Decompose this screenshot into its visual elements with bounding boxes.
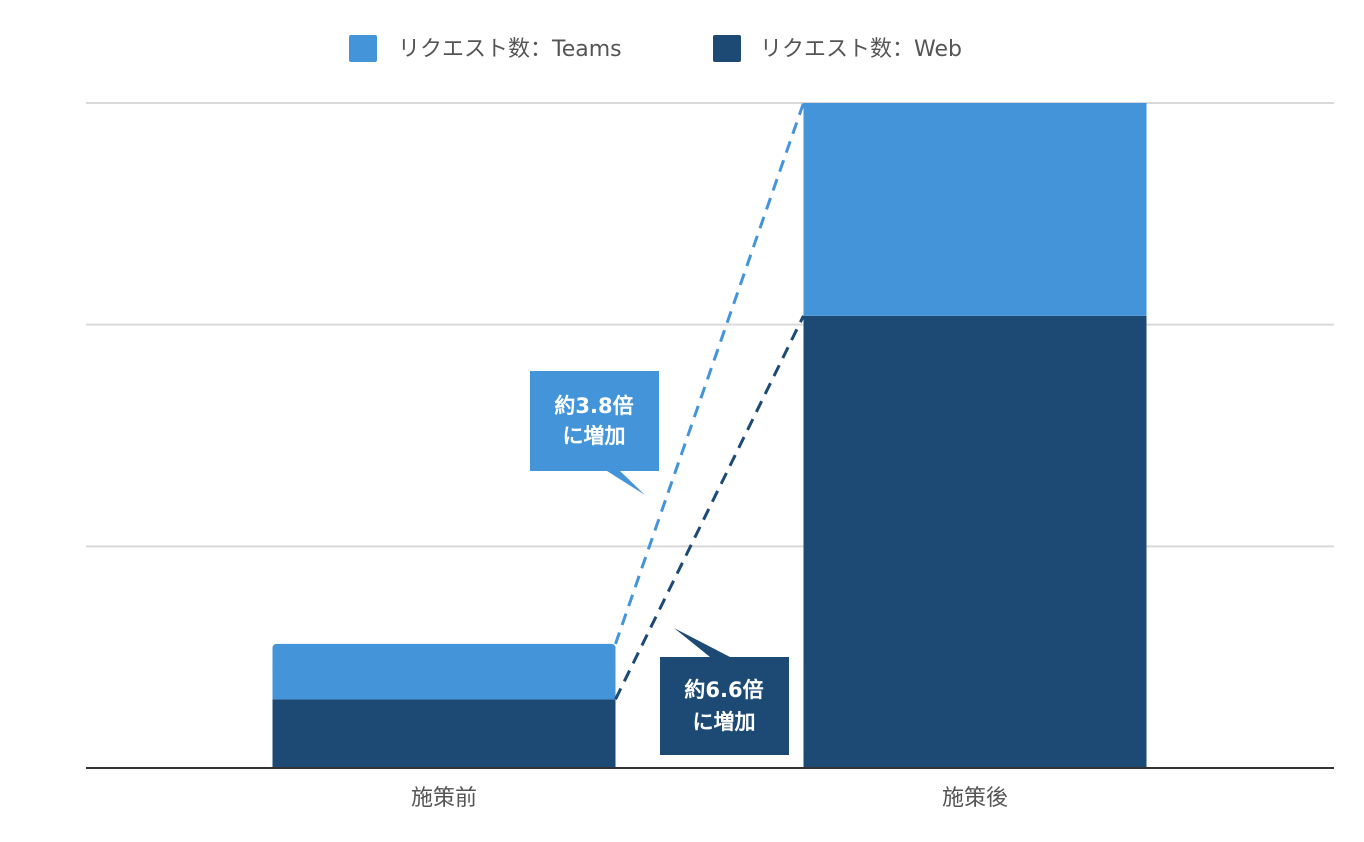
legend-swatch-teams	[349, 35, 377, 62]
bar-teams-1	[803, 103, 1147, 316]
callout-web-line1: 約6.6倍	[684, 678, 763, 702]
bar-web-1	[803, 315, 1147, 768]
gridlines	[86, 102, 1334, 548]
x-tick-label-before: 施策前	[411, 786, 477, 811]
callout-teams-box	[530, 371, 659, 495]
callout-web-box	[660, 628, 789, 755]
legend-swatch-web	[713, 35, 741, 62]
legend-label-teams: リクエスト数：Teams	[398, 37, 622, 62]
bar-teams-0-base	[272, 671, 616, 700]
callout-teams-line1: 約3.8倍	[554, 394, 633, 418]
legend: リクエスト数：Teams リクエスト数：Web	[349, 35, 962, 62]
bar-web-0	[272, 699, 616, 768]
growth-connectors	[614, 102, 805, 700]
callout-web-line2: に増加	[693, 710, 756, 734]
callout-teams-line2: に増加	[563, 424, 626, 448]
x-tick-label-after: 施策後	[942, 786, 1008, 811]
connector-teams	[614, 102, 805, 645]
callout-teams: 約3.8倍 に増加	[530, 371, 659, 495]
connector-web	[614, 315, 805, 700]
bars	[272, 103, 1147, 768]
callout-web: 約6.6倍 に増加	[660, 628, 789, 755]
legend-label-web: リクエスト数：Web	[760, 37, 962, 62]
